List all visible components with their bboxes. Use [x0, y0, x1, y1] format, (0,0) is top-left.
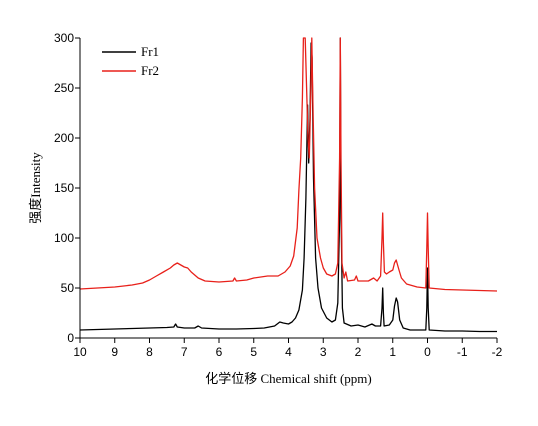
y-tick-label: 0 [67, 331, 74, 345]
x-tick-label: -1 [457, 345, 468, 359]
x-tick-label: 7 [181, 345, 188, 359]
x-tick-label: -2 [492, 345, 503, 359]
x-tick-label: 1 [389, 345, 396, 359]
x-tick-label: 3 [320, 345, 327, 359]
x-tick-label: 4 [285, 345, 292, 359]
series-line-fr2 [79, 37, 498, 292]
y-tick-label: 50 [61, 281, 75, 295]
y-tick-label: 100 [54, 231, 74, 245]
x-axis-title: 化学位移 Chemical shift (ppm) [205, 371, 371, 386]
y-tick-label: 200 [54, 131, 74, 145]
legend-label-fr2: Fr2 [141, 63, 159, 78]
x-tick-label: 10 [73, 345, 87, 359]
x-tick-label: 6 [216, 345, 223, 359]
y-tick-label: 300 [54, 31, 74, 45]
legend-label-fr1: Fr1 [141, 44, 159, 59]
axes-layer [79, 38, 497, 339]
y-ticks: 0 50 100 150 200 250 300 [54, 31, 80, 345]
legend: Fr1 Fr2 [102, 44, 159, 78]
y-axis-title: 强度Intensity [28, 152, 43, 224]
x-tick-label: 9 [111, 345, 118, 359]
y-tick-label: 150 [54, 181, 74, 195]
y-tick-label: 250 [54, 81, 74, 95]
x-tick-label: 5 [250, 345, 257, 359]
x-tick-label: 0 [424, 345, 431, 359]
x-tick-label: 2 [355, 345, 362, 359]
series-layer [79, 37, 498, 333]
x-tick-label: 8 [146, 345, 153, 359]
x-ticks: 10 9 8 7 6 5 4 3 2 1 0 -1 -2 [73, 338, 503, 359]
series-line-fr1 [79, 37, 497, 333]
